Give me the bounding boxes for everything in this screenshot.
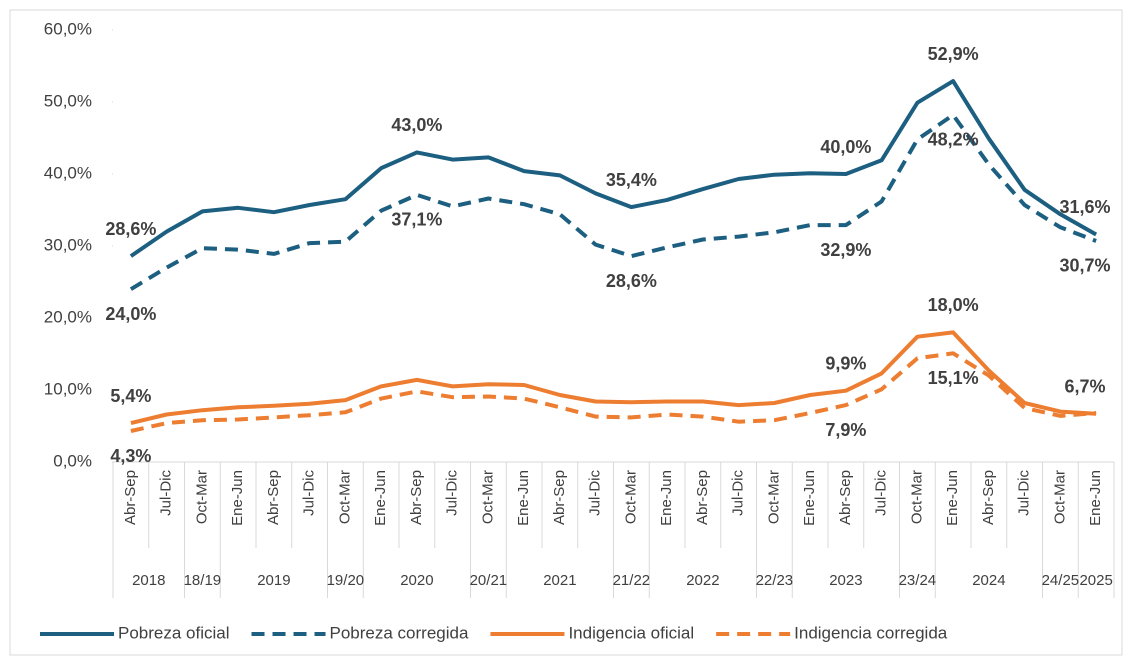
x-group-label: 22/23 [756, 572, 794, 589]
x-tick-label: Jul-Dic [444, 470, 461, 516]
x-group-label: 2023 [829, 572, 862, 589]
value-label: 31,6% [1059, 197, 1110, 217]
value-label: 7,9% [825, 420, 866, 440]
x-tick-label: Ene-Jun [372, 470, 389, 526]
x-tick-label: Ene-Jun [1087, 470, 1104, 526]
x-tick-label: Ene-Jun [229, 470, 246, 526]
x-tick-label: Ene-Jun [658, 470, 675, 526]
x-group-label: 2022 [686, 572, 719, 589]
x-group-label: 21/22 [613, 572, 651, 589]
legend-label: Pobreza oficial [118, 623, 230, 642]
chart-frame [9, 9, 1123, 656]
value-label: 30,7% [1059, 256, 1110, 276]
x-tick-label: Jul-Dic [873, 470, 890, 516]
y-tick-label: 40,0% [44, 163, 92, 182]
value-label: 40,0% [820, 137, 871, 157]
x-group-label: 2025 [1079, 572, 1112, 589]
value-label: 43,0% [391, 115, 442, 135]
value-label: 37,1% [391, 210, 442, 230]
y-tick-label: 60,0% [44, 19, 92, 38]
x-tick-label: Abr-Sep [408, 470, 425, 525]
series-line [129, 79, 1098, 258]
x-tick-label: Ene-Jun [801, 470, 818, 526]
x-tick-label: Abr-Sep [980, 470, 997, 525]
value-label: 5,4% [110, 386, 151, 406]
legend-label: Pobreza corregida [330, 623, 469, 642]
x-tick-label: Jul-Dic [587, 470, 604, 516]
x-tick-label: Ene-Jun [515, 470, 532, 526]
x-tick-label: Jul-Dic [158, 470, 175, 516]
value-label: 9,9% [825, 353, 866, 373]
x-tick-label: Abr-Sep [551, 470, 568, 525]
x-tick-label: Oct-Mar [765, 470, 782, 524]
value-label: 6,7% [1064, 377, 1105, 397]
x-group-label: 2018 [132, 572, 165, 589]
value-label: 28,6% [606, 271, 657, 291]
value-label: 48,2% [928, 130, 979, 150]
x-group-label: 2019 [257, 572, 290, 589]
x-group-label: 24/25 [1042, 572, 1080, 589]
x-tick-label: Oct-Mar [193, 470, 210, 524]
x-group-label: 2021 [543, 572, 576, 589]
x-group-label: 20/21 [470, 572, 508, 589]
x-tick-label: Abr-Sep [837, 470, 854, 525]
value-label: 18,0% [928, 295, 979, 315]
x-group-label: 19/20 [327, 572, 365, 589]
x-tick-label: Abr-Sep [694, 470, 711, 525]
x-tick-label: Jul-Dic [301, 470, 318, 516]
x-tick-label: Jul-Dic [730, 470, 747, 516]
x-group-label: 2020 [400, 572, 433, 589]
y-tick-label: 30,0% [44, 235, 92, 254]
y-tick-label: 0,0% [53, 451, 92, 470]
x-tick-label: Oct-Mar [908, 470, 925, 524]
x-tick-label: Oct-Mar [479, 470, 496, 524]
y-tick-label: 50,0% [44, 91, 92, 110]
value-label: 32,9% [820, 240, 871, 260]
series-line [129, 113, 1097, 291]
x-tick-label: Abr-Sep [122, 470, 139, 525]
value-label: 52,9% [928, 44, 979, 64]
x-tick-label: Abr-Sep [265, 470, 282, 525]
value-label: 15,1% [928, 368, 979, 388]
value-label: 4,3% [110, 446, 151, 466]
value-label: 28,6% [105, 219, 156, 239]
y-tick-label: 20,0% [44, 307, 92, 326]
y-tick-label: 10,0% [44, 379, 92, 398]
x-group-label: 2024 [972, 572, 1005, 589]
x-tick-label: Jul-Dic [1016, 470, 1033, 516]
value-label: 24,0% [105, 304, 156, 324]
x-tick-label: Oct-Mar [336, 470, 353, 524]
series-line [130, 330, 1097, 426]
value-label: 35,4% [606, 170, 657, 190]
legend-label: Indigencia corregida [794, 623, 948, 642]
x-group-label: 18/19 [184, 572, 222, 589]
x-tick-label: Ene-Jun [944, 470, 961, 526]
x-group-label: 23/24 [899, 572, 937, 589]
x-tick-label: Oct-Mar [622, 470, 639, 524]
legend-label: Indigencia oficial [568, 623, 694, 642]
x-tick-label: Oct-Mar [1051, 470, 1068, 524]
series-line [130, 351, 1097, 433]
